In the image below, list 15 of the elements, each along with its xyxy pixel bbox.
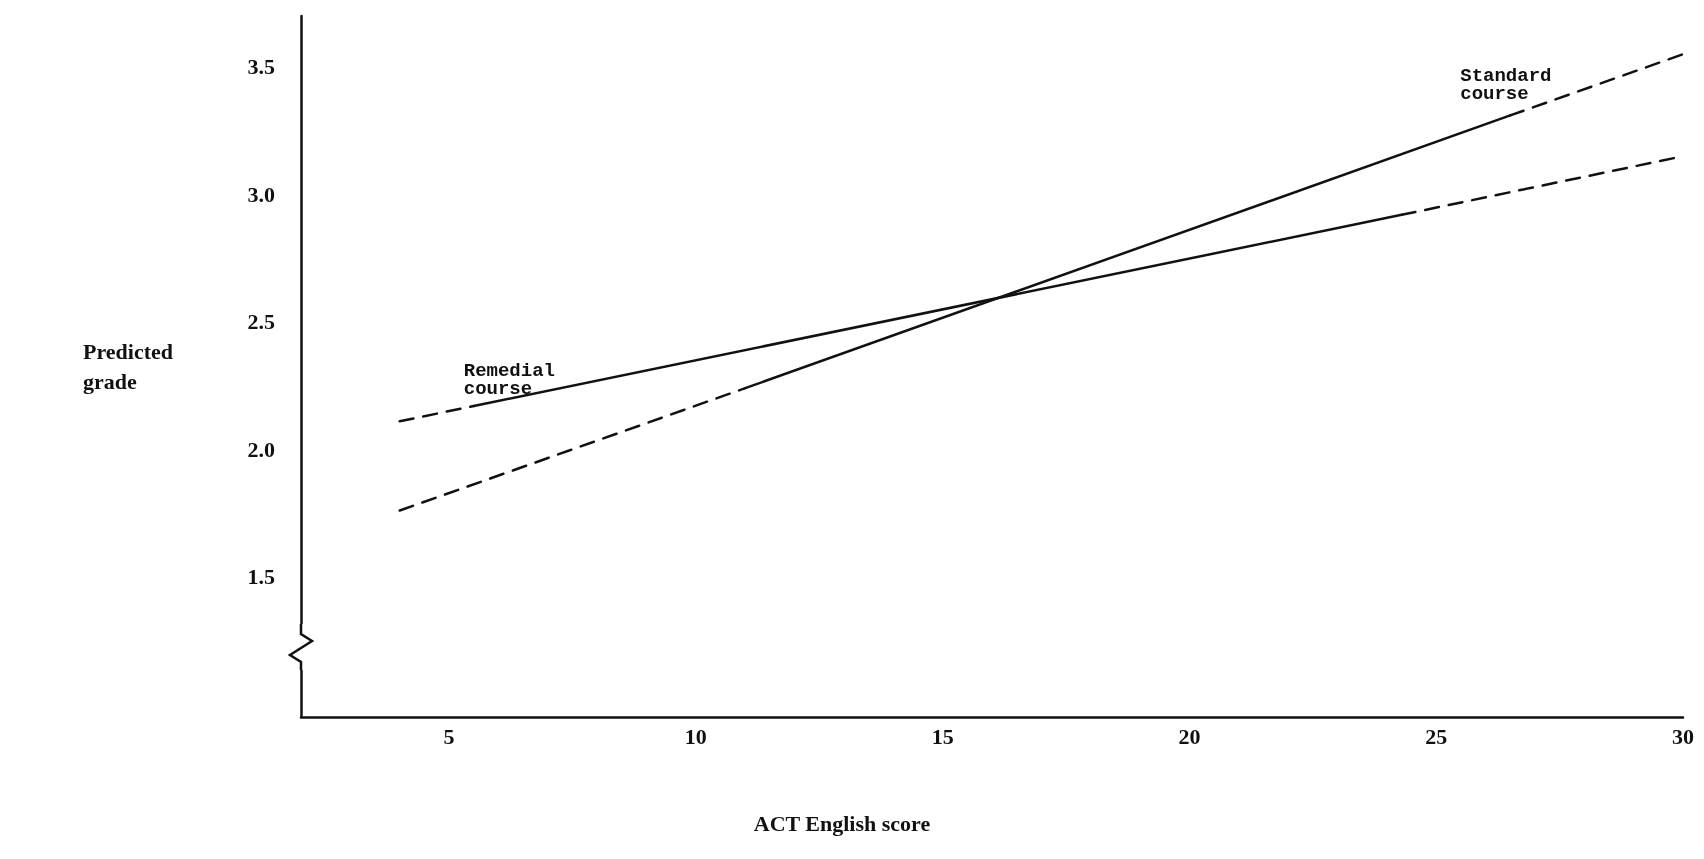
series-label: Standard course [1460,65,1563,106]
y-axis-title: Predicted grade [83,339,174,394]
series-label: Remedial course [463,360,567,401]
x-tick-label: 20 [1178,723,1201,749]
x-tick-label: 15 [931,723,954,749]
x-tick-label: 10 [684,723,707,749]
x-tick-label: 30 [1672,723,1694,749]
y-tick-label: 2.5 [247,309,275,335]
y-tick-label: 2.0 [247,436,275,462]
y-tick-label: 1.5 [247,564,275,590]
x-tick-label: 5 [443,723,455,749]
x-axis-title: ACT English score [753,810,931,836]
y-tick-label: 3.0 [247,181,275,207]
x-tick-label: 25 [1425,723,1448,749]
y-tick-label: 3.5 [247,54,275,80]
